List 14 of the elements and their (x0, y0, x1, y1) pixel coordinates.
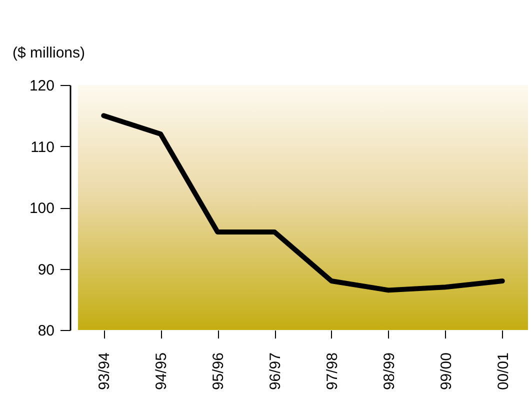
x-tick-label: 94/95 (153, 352, 170, 390)
y-tick-label: 120 (29, 78, 54, 94)
x-tick-label: 97/98 (324, 352, 341, 390)
y-axis-title: ($ millions) (12, 44, 86, 62)
x-tick-label: 00/01 (494, 352, 512, 390)
x-tick-label: 98/99 (380, 352, 398, 390)
x-tick-label: 96/97 (267, 352, 284, 390)
x-tick-label: 93/94 (96, 352, 114, 390)
y-tick-label: 90 (38, 261, 54, 278)
y-tick-label: 80 (38, 322, 54, 340)
y-tick-label: 110 (30, 138, 54, 156)
y-tick-label: 100 (29, 200, 54, 217)
x-tick-label: 95/96 (210, 352, 228, 390)
x-tick-label: 99/00 (438, 352, 455, 390)
